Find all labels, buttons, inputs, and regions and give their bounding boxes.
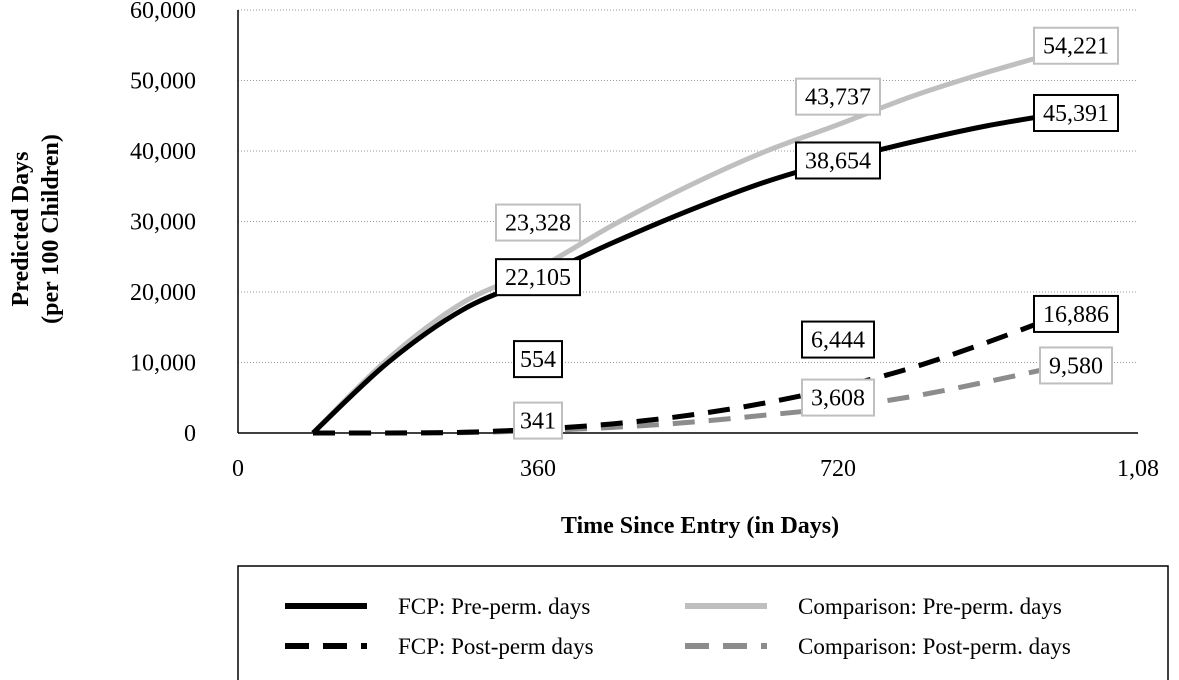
legend-comparison-post-perm: Comparison: Post-perm. days — [685, 634, 1071, 659]
data-label-text: 45,391 — [1043, 101, 1109, 127]
data-label-text: 6,444 — [811, 328, 865, 354]
data-label-text: 22,105 — [505, 265, 571, 291]
y-axis-title-line-1: Predicted Days — [8, 152, 34, 307]
data-label-box — [801, 320, 875, 359]
y-axis-title-line-2: (per 100 Children) — [38, 134, 64, 324]
data-label-box — [495, 203, 581, 242]
y-tick-label: 10,000 — [130, 351, 196, 377]
fcp-pre-perm-line — [311, 110, 1064, 435]
data-label: 45,391 — [1033, 93, 1119, 132]
legend-label: FCP: Post-perm days — [398, 634, 594, 659]
data-label-box — [795, 77, 881, 116]
comparison-post-perm-line — [312, 363, 1064, 436]
data-label: 3,608 — [801, 378, 875, 417]
legend-comparison-pre-perm: Comparison: Pre-perm. days — [685, 594, 1062, 619]
data-label-text: 554 — [520, 347, 556, 373]
legend-label: Comparison: Post-perm. days — [798, 634, 1071, 659]
y-tick-label: 0 — [184, 421, 196, 447]
gridlines — [238, 9, 1138, 363]
data-label: 43,737 — [795, 77, 881, 116]
series-lines — [311, 48, 1064, 436]
data-label-box — [795, 141, 881, 180]
data-label: 341 — [513, 401, 563, 440]
data-labels: 23,328 22,105 554 341 43,737 38,654 6,444 3,608… — [495, 26, 1119, 440]
data-label-text: 16,886 — [1043, 302, 1109, 328]
data-label-text: 9,580 — [1049, 353, 1103, 379]
legend-fcp-pre-perm: FCP: Pre-perm. days — [285, 594, 590, 619]
data-label-box — [1039, 346, 1113, 385]
y-tick-label: 60,000 — [130, 0, 196, 24]
y-tick-label: 50,000 — [130, 69, 196, 95]
x-tick-label: 0 — [232, 456, 244, 482]
data-label: 16,886 — [1033, 294, 1119, 333]
y-tick-label: 20,000 — [130, 280, 196, 306]
x-axis-title: Time Since Entry (in Days) — [561, 513, 839, 539]
data-label-box — [1033, 93, 1119, 132]
data-label-box — [1033, 26, 1119, 65]
data-label: 554 — [513, 340, 563, 379]
data-label-box — [801, 378, 875, 417]
data-label: 23,328 — [495, 203, 581, 242]
data-label-box — [495, 258, 581, 297]
data-label-text: 3,608 — [811, 386, 865, 412]
comparison-pre-perm-line — [311, 48, 1064, 435]
legend-frame — [237, 565, 1169, 680]
data-label: 9,580 — [1039, 346, 1113, 385]
data-label: 54,221 — [1033, 26, 1119, 65]
y-tick-label: 30,000 — [130, 210, 196, 236]
legend-label: Comparison: Pre-perm. days — [798, 594, 1062, 619]
x-axis-ticks: 0 360 720 1,08 — [232, 456, 1159, 482]
fcp-post-perm-line — [312, 311, 1064, 436]
data-label: 38,654 — [795, 141, 881, 180]
data-label-box — [1033, 294, 1119, 333]
x-tick-label: 360 — [520, 456, 556, 482]
legend: FCP: Pre-perm. days Comparison: Pre-perm.… — [237, 565, 1169, 680]
data-label-box — [513, 401, 563, 440]
data-label: 22,105 — [495, 258, 581, 297]
y-axis-ticks: 0 10,000 20,000 30,000 40,000 50,000 60,000 — [130, 0, 196, 447]
data-label-text: 341 — [520, 409, 556, 435]
legend-label: FCP: Pre-perm. days — [398, 594, 590, 619]
x-tick-label: 1,08 — [1117, 456, 1159, 482]
data-label-text: 23,328 — [505, 211, 571, 237]
x-tick-label: 720 — [820, 456, 856, 482]
legend-fcp-post-perm: FCP: Post-perm days — [285, 634, 594, 659]
data-label-box — [513, 340, 563, 379]
data-label: 6,444 — [801, 320, 875, 359]
y-tick-label: 40,000 — [130, 139, 196, 165]
data-label-text: 38,654 — [805, 148, 871, 174]
data-label-text: 43,737 — [805, 85, 871, 111]
data-label-text: 54,221 — [1043, 34, 1109, 60]
